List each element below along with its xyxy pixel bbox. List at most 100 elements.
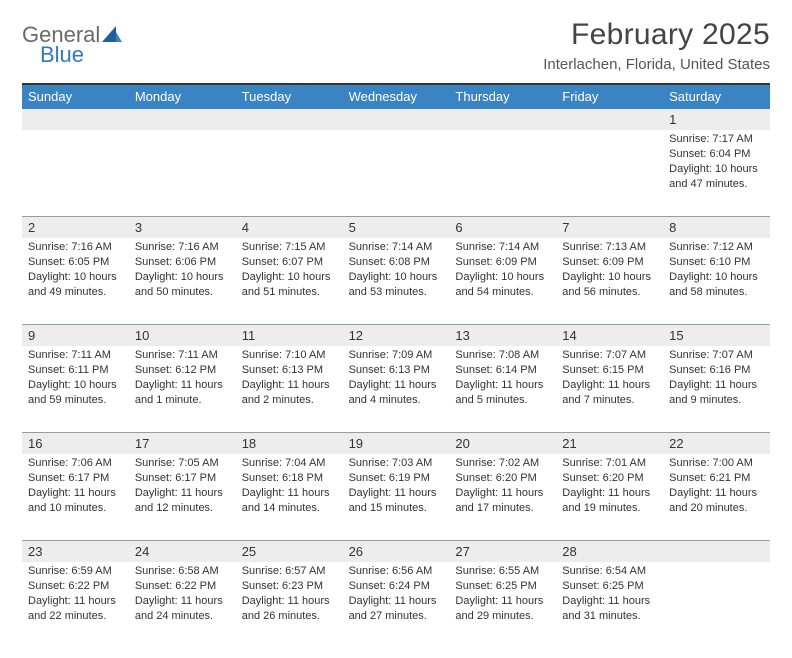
sunset-text: Sunset: 6:17 PM (135, 471, 230, 486)
week-row: Sunrise: 7:11 AMSunset: 6:11 PMDaylight:… (22, 346, 770, 432)
day-cell (22, 130, 129, 216)
daylight-text: Daylight: 11 hours and 26 minutes. (242, 594, 337, 624)
sunset-text: Sunset: 6:11 PM (28, 363, 123, 378)
day-cell: Sunrise: 7:10 AMSunset: 6:13 PMDaylight:… (236, 346, 343, 432)
sunrise-text: Sunrise: 7:17 AM (669, 132, 764, 147)
sun-info: Sunrise: 7:12 AMSunset: 6:10 PMDaylight:… (667, 238, 766, 299)
day-cell: Sunrise: 7:04 AMSunset: 6:18 PMDaylight:… (236, 454, 343, 540)
day-cell: Sunrise: 7:09 AMSunset: 6:13 PMDaylight:… (343, 346, 450, 432)
sunset-text: Sunset: 6:17 PM (28, 471, 123, 486)
day-number: 28 (556, 541, 663, 562)
sunrise-text: Sunrise: 7:01 AM (562, 456, 657, 471)
sun-info: Sunrise: 7:00 AMSunset: 6:21 PMDaylight:… (667, 454, 766, 515)
weekday-header: Saturday (663, 85, 770, 109)
sunset-text: Sunset: 6:19 PM (349, 471, 444, 486)
sun-info: Sunrise: 7:04 AMSunset: 6:18 PMDaylight:… (240, 454, 339, 515)
sunset-text: Sunset: 6:07 PM (242, 255, 337, 270)
day-number-row: 1 (22, 109, 770, 130)
day-number (556, 109, 663, 130)
day-cell: Sunrise: 6:59 AMSunset: 6:22 PMDaylight:… (22, 562, 129, 648)
day-cell: Sunrise: 7:01 AMSunset: 6:20 PMDaylight:… (556, 454, 663, 540)
sunset-text: Sunset: 6:23 PM (242, 579, 337, 594)
day-number: 2 (22, 217, 129, 238)
day-cell (449, 130, 556, 216)
weekday-header: Friday (556, 85, 663, 109)
sunset-text: Sunset: 6:09 PM (455, 255, 550, 270)
day-cell: Sunrise: 7:00 AMSunset: 6:21 PMDaylight:… (663, 454, 770, 540)
sun-info: Sunrise: 7:10 AMSunset: 6:13 PMDaylight:… (240, 346, 339, 407)
day-cell (129, 130, 236, 216)
sunrise-text: Sunrise: 7:15 AM (242, 240, 337, 255)
sunset-text: Sunset: 6:05 PM (28, 255, 123, 270)
sunrise-text: Sunrise: 6:59 AM (28, 564, 123, 579)
day-number: 15 (663, 325, 770, 346)
sun-info: Sunrise: 7:17 AMSunset: 6:04 PMDaylight:… (667, 130, 766, 191)
day-cell: Sunrise: 7:13 AMSunset: 6:09 PMDaylight:… (556, 238, 663, 324)
day-cell: Sunrise: 7:05 AMSunset: 6:17 PMDaylight:… (129, 454, 236, 540)
sunrise-text: Sunrise: 7:11 AM (28, 348, 123, 363)
day-number: 9 (22, 325, 129, 346)
daylight-text: Daylight: 11 hours and 20 minutes. (669, 486, 764, 516)
day-cell: Sunrise: 6:54 AMSunset: 6:25 PMDaylight:… (556, 562, 663, 648)
sunrise-text: Sunrise: 7:05 AM (135, 456, 230, 471)
sun-info: Sunrise: 7:16 AMSunset: 6:06 PMDaylight:… (133, 238, 232, 299)
weekday-header-row: Sunday Monday Tuesday Wednesday Thursday… (22, 85, 770, 109)
sun-info: Sunrise: 7:14 AMSunset: 6:08 PMDaylight:… (347, 238, 446, 299)
sunrise-text: Sunrise: 7:00 AM (669, 456, 764, 471)
day-cell (343, 130, 450, 216)
day-cell: Sunrise: 7:12 AMSunset: 6:10 PMDaylight:… (663, 238, 770, 324)
sunrise-text: Sunrise: 7:11 AM (135, 348, 230, 363)
day-number: 21 (556, 433, 663, 454)
sun-info: Sunrise: 7:13 AMSunset: 6:09 PMDaylight:… (560, 238, 659, 299)
weeks-container: 1Sunrise: 7:17 AMSunset: 6:04 PMDaylight… (22, 109, 770, 648)
sunrise-text: Sunrise: 6:54 AM (562, 564, 657, 579)
day-number: 8 (663, 217, 770, 238)
day-number: 10 (129, 325, 236, 346)
sun-info: Sunrise: 7:11 AMSunset: 6:11 PMDaylight:… (26, 346, 125, 407)
sunrise-text: Sunrise: 6:56 AM (349, 564, 444, 579)
day-cell: Sunrise: 7:17 AMSunset: 6:04 PMDaylight:… (663, 130, 770, 216)
daylight-text: Daylight: 10 hours and 50 minutes. (135, 270, 230, 300)
day-number-row: 9101112131415 (22, 324, 770, 346)
sunset-text: Sunset: 6:09 PM (562, 255, 657, 270)
sunrise-text: Sunrise: 6:58 AM (135, 564, 230, 579)
daylight-text: Daylight: 10 hours and 58 minutes. (669, 270, 764, 300)
page-header: General Blue February 2025 Interlachen, … (22, 18, 770, 73)
weekday-header: Sunday (22, 85, 129, 109)
sun-info: Sunrise: 7:07 AMSunset: 6:16 PMDaylight:… (667, 346, 766, 407)
day-number-row: 232425262728 (22, 540, 770, 562)
day-number (236, 109, 343, 130)
day-number: 22 (663, 433, 770, 454)
daylight-text: Daylight: 11 hours and 22 minutes. (28, 594, 123, 624)
day-number: 3 (129, 217, 236, 238)
daylight-text: Daylight: 11 hours and 17 minutes. (455, 486, 550, 516)
sunset-text: Sunset: 6:16 PM (669, 363, 764, 378)
sunset-text: Sunset: 6:25 PM (455, 579, 550, 594)
day-cell (556, 130, 663, 216)
week-row: Sunrise: 7:17 AMSunset: 6:04 PMDaylight:… (22, 130, 770, 216)
day-number: 12 (343, 325, 450, 346)
daylight-text: Daylight: 11 hours and 7 minutes. (562, 378, 657, 408)
calendar-page: General Blue February 2025 Interlachen, … (0, 0, 792, 658)
sun-info: Sunrise: 7:16 AMSunset: 6:05 PMDaylight:… (26, 238, 125, 299)
sun-info: Sunrise: 6:59 AMSunset: 6:22 PMDaylight:… (26, 562, 125, 623)
daylight-text: Daylight: 11 hours and 10 minutes. (28, 486, 123, 516)
sunrise-text: Sunrise: 7:16 AM (135, 240, 230, 255)
day-number: 25 (236, 541, 343, 562)
sunrise-text: Sunrise: 7:04 AM (242, 456, 337, 471)
sun-info: Sunrise: 7:02 AMSunset: 6:20 PMDaylight:… (453, 454, 552, 515)
day-number (22, 109, 129, 130)
sunrise-text: Sunrise: 7:03 AM (349, 456, 444, 471)
daylight-text: Daylight: 11 hours and 12 minutes. (135, 486, 230, 516)
sunrise-text: Sunrise: 7:12 AM (669, 240, 764, 255)
sun-info: Sunrise: 7:08 AMSunset: 6:14 PMDaylight:… (453, 346, 552, 407)
sunset-text: Sunset: 6:18 PM (242, 471, 337, 486)
sunset-text: Sunset: 6:13 PM (349, 363, 444, 378)
day-cell: Sunrise: 7:16 AMSunset: 6:05 PMDaylight:… (22, 238, 129, 324)
sunrise-text: Sunrise: 6:57 AM (242, 564, 337, 579)
title-block: February 2025 Interlachen, Florida, Unit… (543, 18, 770, 73)
daylight-text: Daylight: 11 hours and 31 minutes. (562, 594, 657, 624)
sunrise-text: Sunrise: 7:07 AM (562, 348, 657, 363)
sunset-text: Sunset: 6:14 PM (455, 363, 550, 378)
daylight-text: Daylight: 11 hours and 24 minutes. (135, 594, 230, 624)
